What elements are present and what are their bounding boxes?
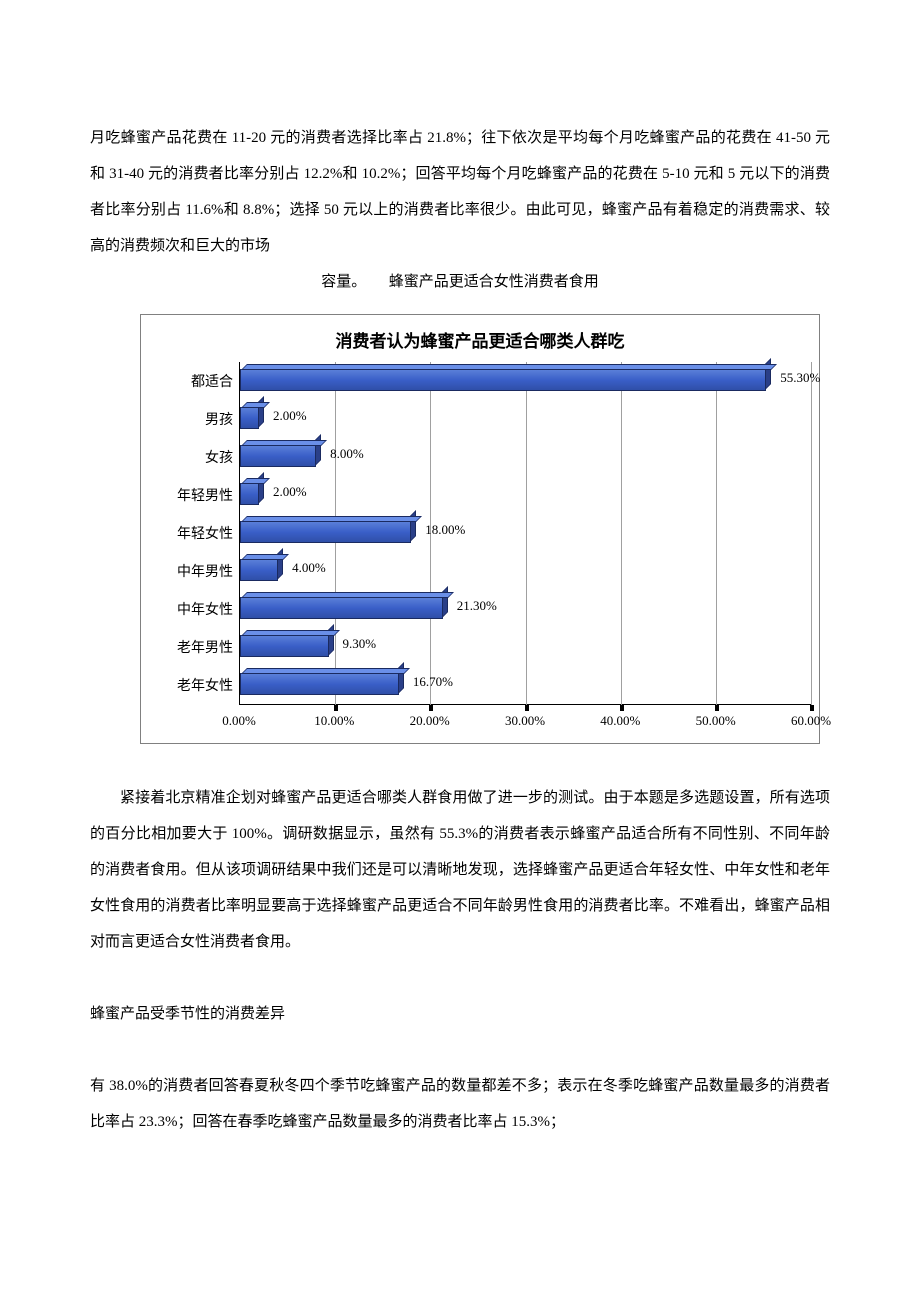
document-page: 月吃蜂蜜产品花费在 11-20 元的消费者选择比率占 21.8%；往下依次是平均… <box>0 0 920 1200</box>
chart-category-label: 年轻男性 <box>149 476 233 514</box>
chart-plot-area: 55.30% 2.00% 8.00% 2.00% 18.00% 4.00% 21.30% 9.… <box>239 362 811 705</box>
chart-value-label: 16.70% <box>413 674 453 690</box>
chart-bar <box>240 597 443 619</box>
chart-x-ticks: 0.00%10.00%20.00%30.00%40.00%50.00%60.00… <box>239 713 811 731</box>
chart-bar <box>240 445 316 467</box>
chart-bar-row: 21.30% <box>240 590 811 628</box>
heading-seasonal: 蜂蜜产品受季节性的消费差异 <box>90 996 830 1032</box>
chart-value-label: 55.30% <box>780 370 820 386</box>
chart-bar-row: 8.00% <box>240 438 811 476</box>
chart-x-tick-label: 20.00% <box>410 713 450 729</box>
chart-bar <box>240 407 259 429</box>
chart-title: 消费者认为蜂蜜产品更适合哪类人群吃 <box>149 327 811 352</box>
chart-bar-row: 2.00% <box>240 400 811 438</box>
chart-bar-row: 4.00% <box>240 552 811 590</box>
chart-value-label: 18.00% <box>425 522 465 538</box>
paragraph-3: 有 38.0%的消费者回答春夏秋冬四个季节吃蜂蜜产品的数量都差不多；表示在冬季吃… <box>90 1068 830 1140</box>
suitability-chart: 消费者认为蜂蜜产品更适合哪类人群吃 都适合男孩女孩年轻男性年轻女性中年男性中年女… <box>140 314 820 744</box>
paragraph-1-tail: 容量。 蜂蜜产品更适合女性消费者食用 <box>90 264 830 300</box>
chart-category-label: 男孩 <box>149 400 233 438</box>
chart-x-tick-label: 50.00% <box>696 713 736 729</box>
chart-x-tick-label: 10.00% <box>314 713 354 729</box>
chart-bar <box>240 483 259 505</box>
chart-bar-row: 16.70% <box>240 666 811 704</box>
chart-bar <box>240 369 766 391</box>
chart-category-label: 中年女性 <box>149 590 233 628</box>
chart-value-label: 8.00% <box>330 446 364 462</box>
chart-bar <box>240 521 411 543</box>
chart-value-label: 2.00% <box>273 408 307 424</box>
chart-x-tick-label: 40.00% <box>600 713 640 729</box>
chart-gridline <box>811 362 812 710</box>
chart-y-labels: 都适合男孩女孩年轻男性年轻女性中年男性中年女性老年男性老年女性 <box>149 362 239 705</box>
chart-category-label: 女孩 <box>149 438 233 476</box>
chart-bar <box>240 635 329 657</box>
paragraph-1: 月吃蜂蜜产品花费在 11-20 元的消费者选择比率占 21.8%；往下依次是平均… <box>90 120 830 264</box>
chart-category-label: 中年男性 <box>149 552 233 590</box>
chart-value-label: 21.30% <box>457 598 497 614</box>
paragraph-2: 紧接着北京精准企划对蜂蜜产品更适合哪类人群食用做了进一步的测试。由于本题是多选题… <box>90 780 830 960</box>
chart-category-label: 老年男性 <box>149 628 233 666</box>
chart-bar-row: 18.00% <box>240 514 811 552</box>
chart-category-label: 老年女性 <box>149 666 233 704</box>
chart-body: 都适合男孩女孩年轻男性年轻女性中年男性中年女性老年男性老年女性 55.30% 2.… <box>149 362 811 705</box>
chart-bar-row: 9.30% <box>240 628 811 666</box>
chart-bar-row: 2.00% <box>240 476 811 514</box>
chart-value-label: 9.30% <box>343 636 377 652</box>
chart-bar <box>240 559 278 581</box>
chart-x-tick-label: 30.00% <box>505 713 545 729</box>
chart-x-axis: 0.00%10.00%20.00%30.00%40.00%50.00%60.00… <box>239 713 811 731</box>
chart-bar <box>240 673 399 695</box>
chart-category-label: 年轻女性 <box>149 514 233 552</box>
chart-value-label: 4.00% <box>292 560 326 576</box>
chart-x-tick-label: 60.00% <box>791 713 831 729</box>
chart-x-tick-label: 0.00% <box>222 713 256 729</box>
chart-value-label: 2.00% <box>273 484 307 500</box>
chart-bar-row: 55.30% <box>240 362 811 400</box>
chart-category-label: 都适合 <box>149 362 233 400</box>
